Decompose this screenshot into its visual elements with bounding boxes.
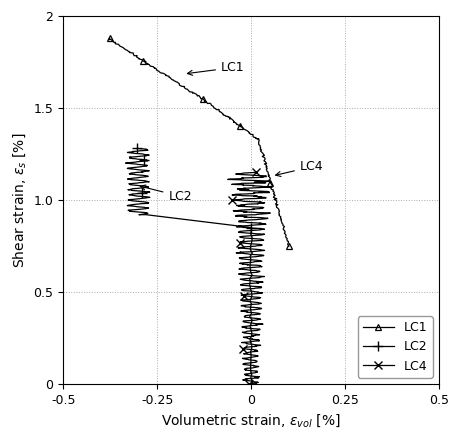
Legend: LC1, LC2, LC4: LC1, LC2, LC4 xyxy=(357,316,432,378)
Text: LC1: LC1 xyxy=(187,61,244,75)
Text: LC4: LC4 xyxy=(275,160,323,176)
Y-axis label: Shear strain, $\varepsilon_s$ [%]: Shear strain, $\varepsilon_s$ [%] xyxy=(11,132,28,268)
X-axis label: Volumetric strain, $\varepsilon_{vol}$ [%]: Volumetric strain, $\varepsilon_{vol}$ [… xyxy=(161,412,340,429)
Text: LC2: LC2 xyxy=(140,185,191,203)
